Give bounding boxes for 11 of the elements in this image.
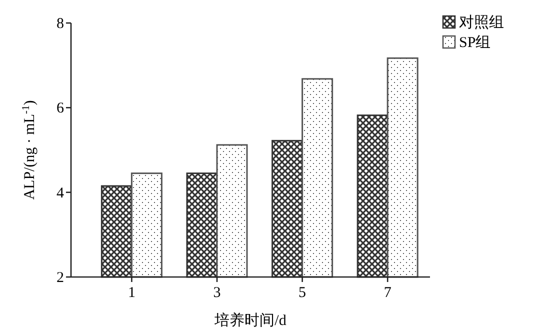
y-tick-label: 4 xyxy=(56,185,64,202)
y-tick-label: 2 xyxy=(56,270,64,286)
x-tick-label: 5 xyxy=(298,285,306,301)
y-tick-label: 8 xyxy=(56,16,64,32)
x-axis-title: 培养时间/d xyxy=(214,312,287,329)
x-tick-label: 7 xyxy=(384,285,392,301)
legend-label: SP组 xyxy=(459,34,491,51)
x-tick-label: 3 xyxy=(213,285,221,301)
y-tick-label: 6 xyxy=(56,100,64,117)
x-tick-label: 1 xyxy=(128,285,136,301)
legend-label: 对照组 xyxy=(459,14,504,31)
